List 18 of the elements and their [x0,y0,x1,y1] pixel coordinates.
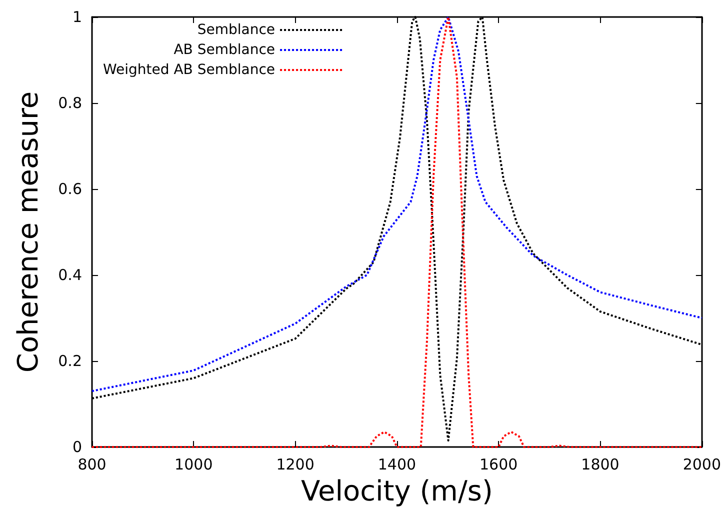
y-tick-label: 0.8 [58,94,82,112]
x-tick-label: 2000 [682,456,722,474]
legend-label: AB Semblance [174,42,276,58]
y-tick-label: 0.6 [58,180,82,198]
y-tick-label: 0 [72,438,82,456]
y-tick-label: 0.4 [58,266,82,284]
x-tick-label: 800 [78,456,106,474]
y-tick-label: 1 [72,8,82,26]
x-tick-label: 1600 [480,456,518,474]
x-axis-title: Velocity (m/s) [301,474,493,508]
legend-label: Semblance [197,22,276,38]
x-tick-label: 1400 [378,456,416,474]
y-axis-title: Coherence measure [12,91,44,373]
x-tick-label: 1800 [581,456,620,474]
x-tick-label: 1200 [276,456,314,474]
y-tick-label: 0.2 [58,352,82,370]
legend-label: Weighted AB Semblance [102,62,276,78]
x-tick-label: 1000 [174,456,213,474]
